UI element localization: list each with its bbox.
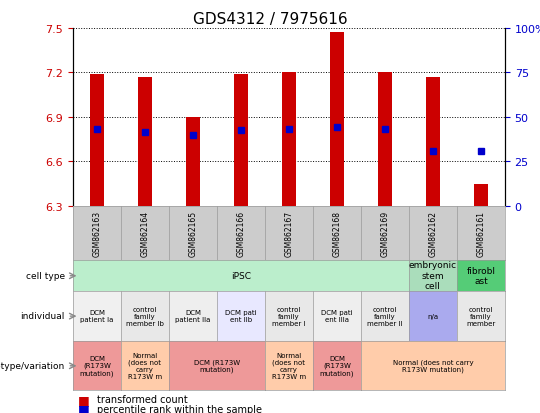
Text: individual: individual bbox=[21, 311, 65, 320]
Text: GSM862167: GSM862167 bbox=[285, 210, 293, 256]
Text: GSM862165: GSM862165 bbox=[188, 210, 198, 256]
Text: GSM862161: GSM862161 bbox=[476, 210, 485, 256]
Text: DCM pati
ent IIb: DCM pati ent IIb bbox=[225, 309, 256, 323]
Text: ■: ■ bbox=[78, 402, 90, 413]
Text: control
family
member Ib: control family member Ib bbox=[126, 306, 164, 326]
Text: cell type: cell type bbox=[26, 271, 65, 280]
Text: Normal (does not carry
R173W mutation): Normal (does not carry R173W mutation) bbox=[393, 358, 473, 373]
Text: GSM862166: GSM862166 bbox=[237, 210, 245, 256]
Text: fibrobl
ast: fibrobl ast bbox=[467, 266, 495, 285]
Bar bbox=[186, 118, 200, 206]
Text: DCM
patient Ia: DCM patient Ia bbox=[80, 309, 113, 323]
Text: percentile rank within the sample: percentile rank within the sample bbox=[97, 404, 262, 413]
Text: Normal
(does not
carry
R173W m: Normal (does not carry R173W m bbox=[128, 352, 162, 379]
Text: GDS4312 / 7975616: GDS4312 / 7975616 bbox=[193, 12, 347, 27]
Text: control
family
member I: control family member I bbox=[272, 306, 306, 326]
Bar bbox=[426, 78, 440, 206]
Bar bbox=[90, 75, 104, 206]
Text: ■: ■ bbox=[78, 393, 90, 406]
Text: GSM862169: GSM862169 bbox=[380, 210, 389, 256]
Text: iPSC: iPSC bbox=[231, 271, 251, 280]
Text: GSM862162: GSM862162 bbox=[428, 210, 437, 256]
Bar bbox=[282, 73, 296, 206]
Text: genotype/variation: genotype/variation bbox=[0, 361, 65, 370]
Text: control
family
member II: control family member II bbox=[367, 306, 403, 326]
Bar bbox=[377, 73, 392, 206]
Text: DCM
patient IIa: DCM patient IIa bbox=[175, 309, 211, 323]
Text: Normal
(does not
carry
R173W m: Normal (does not carry R173W m bbox=[272, 352, 306, 379]
Text: GSM862163: GSM862163 bbox=[92, 210, 102, 256]
Text: GSM862168: GSM862168 bbox=[333, 210, 341, 256]
Text: GSM862164: GSM862164 bbox=[140, 210, 150, 256]
Text: DCM pati
ent IIIa: DCM pati ent IIIa bbox=[321, 309, 353, 323]
Text: DCM
(R173W
mutation): DCM (R173W mutation) bbox=[80, 355, 114, 376]
Text: transformed count: transformed count bbox=[97, 394, 188, 404]
Bar bbox=[138, 78, 152, 206]
Bar bbox=[330, 33, 344, 206]
Text: control
family
member: control family member bbox=[466, 306, 496, 326]
Bar bbox=[474, 184, 488, 206]
Text: embryonic
stem
cell: embryonic stem cell bbox=[409, 261, 457, 290]
Text: DCM (R173W
mutation): DCM (R173W mutation) bbox=[194, 358, 240, 373]
Text: DCM
(R173W
mutation): DCM (R173W mutation) bbox=[320, 355, 354, 376]
Bar bbox=[234, 75, 248, 206]
Text: n/a: n/a bbox=[427, 313, 438, 319]
